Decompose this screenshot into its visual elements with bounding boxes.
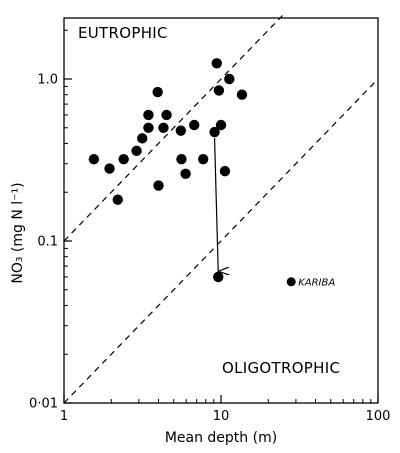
boundary-lines	[63, 14, 379, 404]
data-point	[224, 73, 235, 85]
data-point	[137, 133, 148, 144]
data-point	[189, 119, 200, 131]
x-tick-label: 1	[60, 409, 68, 424]
data-point	[213, 85, 225, 96]
boundary-line-2	[63, 78, 379, 404]
x-axis-title: Mean depth (m)	[165, 430, 277, 446]
data-point	[215, 119, 227, 131]
x-tick-label: 100	[366, 409, 391, 424]
boundary-line-1	[63, 14, 284, 242]
data-point	[213, 271, 224, 283]
data-point	[143, 122, 154, 133]
data-points	[88, 58, 296, 287]
data-point	[197, 153, 209, 165]
region-label-oligotrophic: OLIGOTROPHIC	[222, 359, 340, 377]
data-point	[211, 58, 222, 69]
data-point	[112, 194, 123, 205]
data-point	[219, 165, 231, 177]
data-point	[153, 180, 164, 191]
y-tick-label: 0.1	[37, 235, 58, 250]
plot-frame	[63, 17, 379, 404]
data-point	[236, 89, 248, 100]
y-tick-label: 1.0	[37, 73, 58, 88]
point-label-kariba: KARIBA	[298, 277, 335, 288]
data-point	[176, 153, 187, 165]
axis-ticks	[63, 29, 379, 404]
arrow-layer	[213, 138, 219, 271]
data-point-kariba	[286, 277, 296, 287]
data-point	[88, 153, 100, 165]
data-point	[143, 109, 154, 121]
annotations: KARIBA	[298, 277, 335, 288]
x-tick-label: 10	[213, 409, 230, 424]
tick-labels: 1 10 100 0·01 0.1 1.0	[29, 73, 390, 425]
data-point	[209, 126, 220, 138]
data-point	[158, 122, 169, 133]
data-point	[175, 125, 187, 136]
data-point	[131, 145, 142, 157]
data-point	[161, 109, 172, 121]
data-point	[180, 168, 191, 179]
y-axis-title: NO₃ (mg N l⁻¹)	[10, 182, 26, 283]
data-point	[118, 153, 129, 165]
data-point	[152, 86, 163, 98]
region-label-eutrophic: EUTROPHIC	[78, 24, 168, 42]
data-point	[104, 163, 115, 174]
decline-arrow	[213, 138, 219, 271]
y-tick-label: 0·01	[29, 397, 58, 412]
